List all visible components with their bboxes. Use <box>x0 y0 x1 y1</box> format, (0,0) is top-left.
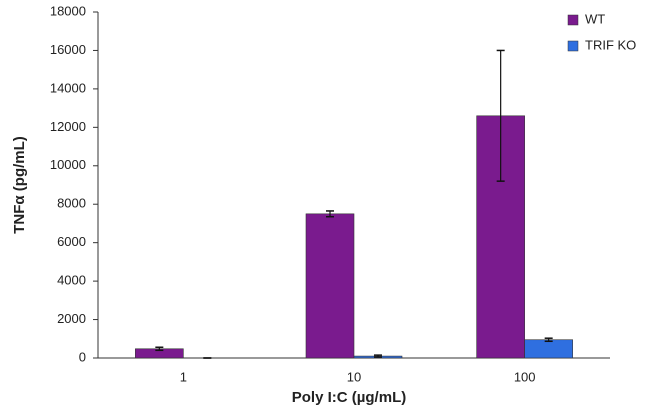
legend-swatch <box>567 40 579 52</box>
y-tick-label: 0 <box>79 349 86 364</box>
legend-swatch <box>567 14 579 26</box>
y-tick-label: 8000 <box>57 196 86 211</box>
y-tick-label: 6000 <box>57 234 86 249</box>
x-tick-label: 1 <box>180 369 187 384</box>
y-tick-label: 12000 <box>50 119 86 134</box>
y-tick-label: 14000 <box>50 80 86 95</box>
y-tick-label: 2000 <box>57 311 86 326</box>
legend-label: TRIF KO <box>585 37 636 52</box>
y-tick-label: 10000 <box>50 157 86 172</box>
y-tick-label: 18000 <box>50 3 86 18</box>
x-axis-title: Poly I:C (µg/mL) <box>292 389 406 406</box>
x-tick-label: 100 <box>514 369 536 384</box>
y-axis-title: TNFα (pg/mL) <box>11 136 28 234</box>
x-tick-label: 10 <box>347 369 361 384</box>
bar <box>305 213 355 359</box>
y-tick-label: 16000 <box>50 42 86 57</box>
y-tick-label: 4000 <box>57 273 86 288</box>
bar <box>524 339 573 359</box>
legend-label: WT <box>585 11 605 26</box>
